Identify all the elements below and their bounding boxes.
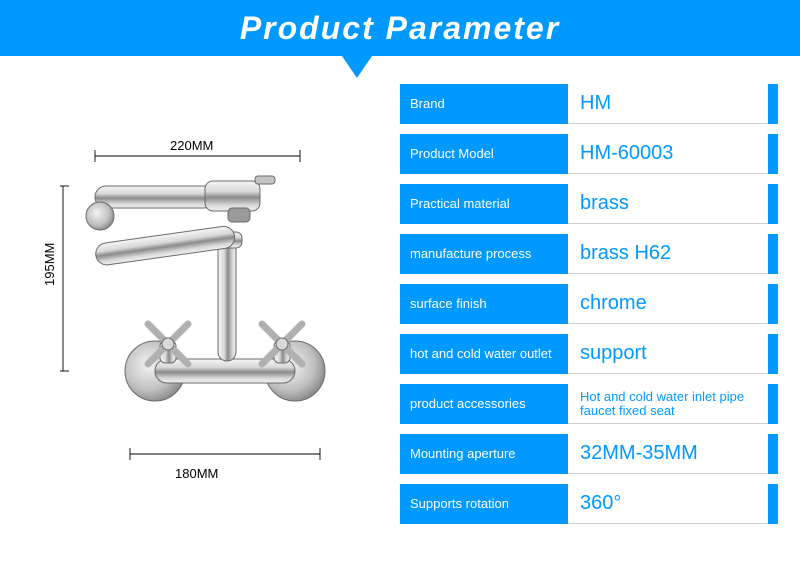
spec-label: Mounting aperture bbox=[400, 434, 568, 474]
spec-end-stripe bbox=[768, 84, 778, 124]
spec-value: Hot and cold water inlet pipe faucet fix… bbox=[568, 384, 768, 424]
spec-end-stripe bbox=[768, 284, 778, 324]
spec-label: Product Model bbox=[400, 134, 568, 174]
spec-row: Product Model HM-60003 bbox=[400, 134, 778, 174]
spec-value: brass H62 bbox=[568, 234, 768, 274]
content: 220MM 195MM 180MM bbox=[0, 56, 800, 568]
spec-row: Brand HM bbox=[400, 84, 778, 124]
spec-row: surface finish chrome bbox=[400, 284, 778, 324]
spec-row: Practical material brass bbox=[400, 184, 778, 224]
spec-value: chrome bbox=[568, 284, 768, 324]
spec-label: Supports rotation bbox=[400, 484, 568, 524]
spec-value: HM bbox=[568, 84, 768, 124]
spec-end-stripe bbox=[768, 434, 778, 474]
spec-row: product accessories Hot and cold water i… bbox=[400, 384, 778, 424]
header-bar: Product Parameter bbox=[0, 0, 800, 56]
spec-row: hot and cold water outlet support bbox=[400, 334, 778, 374]
diagram-column: 220MM 195MM 180MM bbox=[0, 56, 400, 568]
spec-label: surface finish bbox=[400, 284, 568, 324]
spec-end-stripe bbox=[768, 184, 778, 224]
spec-row: Mounting aperture 32MM-35MM bbox=[400, 434, 778, 474]
spec-value: support bbox=[568, 334, 768, 374]
spec-row: manufacture process brass H62 bbox=[400, 234, 778, 274]
spec-label: manufacture process bbox=[400, 234, 568, 274]
spec-end-stripe bbox=[768, 134, 778, 174]
spec-table: Brand HM Product Model HM-60003 Practica… bbox=[400, 56, 800, 568]
header-title: Product Parameter bbox=[240, 10, 560, 47]
spec-value: 32MM-35MM bbox=[568, 434, 768, 474]
spec-end-stripe bbox=[768, 484, 778, 524]
spec-value: HM-60003 bbox=[568, 134, 768, 174]
spec-end-stripe bbox=[768, 334, 778, 374]
spec-value: 360° bbox=[568, 484, 768, 524]
spec-end-stripe bbox=[768, 234, 778, 274]
spec-label: Brand bbox=[400, 84, 568, 124]
spec-label: hot and cold water outlet bbox=[400, 334, 568, 374]
spec-value: brass bbox=[568, 184, 768, 224]
spec-end-stripe bbox=[768, 384, 778, 424]
dim-height: 195MM bbox=[42, 243, 57, 286]
faucet-diagram bbox=[60, 146, 360, 476]
spec-label: product accessories bbox=[400, 384, 568, 424]
spec-label: Practical material bbox=[400, 184, 568, 224]
spec-row: Supports rotation 360° bbox=[400, 484, 778, 524]
